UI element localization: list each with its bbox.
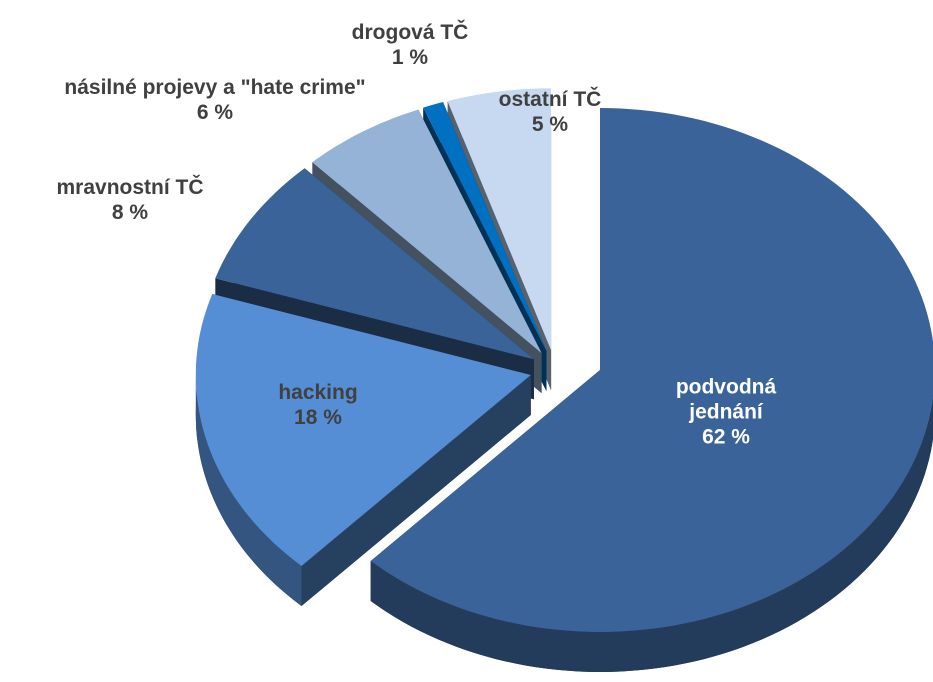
- slice: [195, 294, 531, 566]
- slice: [447, 88, 552, 351]
- slice-label: násilné projevy a "hate crime" 6 %: [64, 75, 365, 125]
- category-label: hacking: [278, 381, 358, 404]
- slice: [195, 294, 531, 606]
- value-label: 8 %: [111, 201, 149, 224]
- slice-label: ostatní TČ 5 %: [499, 87, 602, 137]
- slice: [215, 168, 534, 360]
- slice: [370, 108, 933, 672]
- slice: [312, 109, 542, 354]
- slice-side: [301, 375, 531, 606]
- slice-label: mravnostní TČ 8 %: [56, 175, 203, 225]
- category-label: násilné projevy a "hate crime": [64, 76, 366, 99]
- category-label: podvodná jednání: [675, 375, 777, 424]
- value-label: 6 %: [196, 101, 234, 124]
- slice-wall: [370, 398, 933, 672]
- slice: [370, 108, 933, 632]
- category-label: drogová TČ: [351, 21, 469, 44]
- category-label: mravnostní TČ: [56, 176, 204, 199]
- value-label: 1 %: [391, 46, 429, 69]
- slice-label: drogová TČ 1 %: [352, 20, 469, 70]
- value-label: 62 %: [702, 425, 750, 449]
- category-label: ostatní TČ: [498, 88, 602, 111]
- slice-wall: [195, 375, 302, 606]
- slice-label: hacking 18 %: [278, 380, 357, 430]
- slice: [423, 102, 547, 352]
- value-label: 5 %: [531, 113, 569, 136]
- value-label: 18 %: [294, 406, 342, 429]
- slice-label: podvodná jednání 62 %: [666, 375, 786, 450]
